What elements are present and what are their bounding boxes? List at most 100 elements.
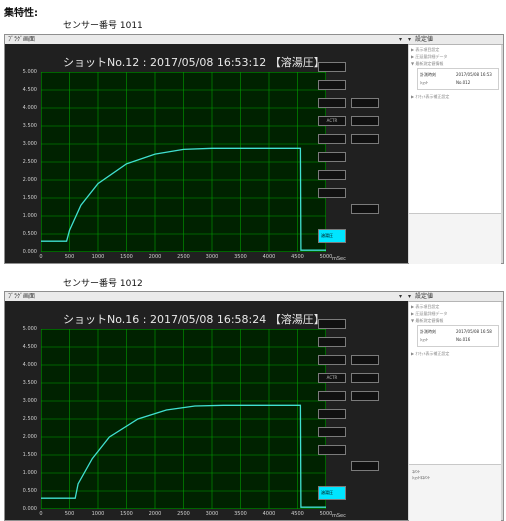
y-tick-label: 2.000 [22,177,37,183]
y-tick-label: 0.500 [22,488,37,494]
x-tick-label: 4000 [262,254,276,260]
y-tick-label: 4.000 [22,362,37,368]
pin-icon[interactable]: ▾ [399,36,403,43]
comment-area [409,213,501,264]
x-tick-label: 1500 [120,254,133,260]
chart-title: ショットNo.16 : 2017/05/08 16:58:24 【溶湯圧】 [63,313,325,326]
value-box [318,188,346,198]
y-tick-label: 3.000 [22,398,37,404]
x-tick-label: 2500 [177,511,190,517]
x-tick-label: 5000 [319,254,333,260]
pin-icon[interactable]: ▾ [399,293,403,300]
value-box [351,134,379,144]
value-box [351,116,379,126]
menu-item-display[interactable]: ▶ 表示項目設定 [411,304,440,309]
x-unit-label: mSec [332,513,346,519]
y-tick-label: 2.000 [22,434,37,440]
x-tick-label: 3000 [205,511,219,517]
pressure-button[interactable]: 溶湯圧 [318,486,346,500]
sensor-label: センサー番号 1012 [63,279,143,289]
y-tick-label: 4.000 [22,105,37,111]
x-tick-label: 3000 [205,254,219,260]
y-tick-label: 1.500 [22,195,37,201]
sensor-label: センサー番号 1011 [63,21,143,31]
value-box [318,319,346,329]
window-title: ﾌﾞﾗｸﾞ画面 [8,36,36,43]
graph-area: ショットNo.16 : 2017/05/08 16:58:24 【溶湯圧】 5.… [5,301,408,520]
side-title: 設定値 [415,36,434,43]
line-chart [41,329,326,509]
value-box [318,391,346,401]
y-tick-label: 0.000 [22,506,37,512]
settings-panel: ▶ 表示項目設定 ▶ 圧延量詳細データ ▼ 最新測定値情報 計測時刻 2017/0… [409,302,501,521]
comment-label: ｺﾒﾝﾄ [412,469,420,474]
info-row: 計測時刻 2017/05/08 16:53 [420,72,492,77]
value-box [351,391,379,401]
menu-item-detail[interactable]: ▶ 圧延量詳細データ [411,54,448,59]
pin-icon[interactable]: ▾ [408,293,412,300]
chart-title: ショットNo.12 : 2017/05/08 16:53:12 【溶湯圧】 [63,56,325,69]
x-tick-label: 1000 [91,511,105,517]
x-tick-label: 3500 [234,254,247,260]
y-tick-label: 4.500 [22,87,37,93]
info-table: 計測時刻 2017/05/08 16:53 ｼｮｯﾄ No.012 [417,68,499,90]
y-tick-label: 1.500 [22,452,37,458]
menu-item-display[interactable]: ▶ 表示項目設定 [411,47,440,52]
y-tick-label: 1.000 [22,470,37,476]
x-unit-label: mSec [332,256,346,262]
menu-item-latest[interactable]: ▼ 最新測定値情報 [411,61,444,66]
y-tick-label: 1.000 [22,213,37,219]
x-tick-label: 2500 [177,254,190,260]
value-box [351,204,379,214]
x-tick-label: 1000 [91,254,105,260]
x-tick-label: 2000 [148,254,162,260]
comment-area: ｺﾒﾝﾄ ｼｮｯﾄﾖｺﾒﾝﾄ [409,464,501,521]
pin-icon[interactable]: ▾ [408,36,412,43]
value-box [318,62,346,72]
graph-window: ﾌﾞﾗｸﾞ画面 ▾ ▾ 設定値 ショットNo.16 : 2017/05/08 1… [4,291,504,521]
value-box [318,152,346,162]
value-box [318,98,346,108]
x-tick-label: 1500 [120,511,133,517]
info-row: ｼｮｯﾄ No.016 [420,337,471,342]
value-box [351,355,379,365]
pressure-button[interactable]: 溶湯圧 [318,229,346,243]
x-tick-label: 2000 [148,511,162,517]
value-box [351,373,379,383]
value-box: ACTR [318,373,346,383]
y-tick-label: 0.500 [22,231,37,237]
settings-panel: ▶ 表示項目設定 ▶ 圧延量詳細データ ▼ 最新測定値情報 計測時刻 2017/0… [409,45,501,264]
info-row: 計測時刻 2017/05/08 16:58 [420,329,492,334]
value-box: ACTR [318,116,346,126]
side-title: 設定値 [415,293,434,300]
side-title-bar: ▾ 設定値 [408,292,503,302]
page-heading: 集特性: [4,8,38,19]
value-box [318,355,346,365]
comment-value: ｼｮｯﾄﾖｺﾒﾝﾄ [412,475,430,480]
window-title: ﾌﾞﾗｸﾞ画面 [8,293,36,300]
x-tick-label: 4500 [291,511,304,517]
x-tick-label: 0 [39,511,43,517]
value-box [318,134,346,144]
menu-item-offset[interactable]: ▶ ｵﾌｾｯﾄ表示補正設定 [411,351,450,356]
x-tick-label: 0 [39,254,43,260]
menu-item-offset[interactable]: ▶ ｵﾌｾｯﾄ表示補正設定 [411,94,450,99]
value-box [318,80,346,90]
menu-item-detail[interactable]: ▶ 圧延量詳細データ [411,311,448,316]
x-tick-label: 4000 [262,511,276,517]
value-box [351,461,379,471]
value-box [318,445,346,455]
x-tick-label: 500 [64,254,75,260]
value-box [318,409,346,419]
x-tick-label: 500 [64,511,75,517]
value-box [318,170,346,180]
info-table: 計測時刻 2017/05/08 16:58 ｼｮｯﾄ No.016 [417,325,499,347]
value-box [351,98,379,108]
value-box [318,427,346,437]
y-tick-label: 3.000 [22,141,37,147]
y-tick-label: 3.500 [22,123,37,129]
side-title-bar: ▾ 設定値 [408,35,503,45]
y-tick-label: 4.500 [22,344,37,350]
menu-item-latest[interactable]: ▼ 最新測定値情報 [411,318,444,323]
info-row: ｼｮｯﾄ No.012 [420,80,471,85]
